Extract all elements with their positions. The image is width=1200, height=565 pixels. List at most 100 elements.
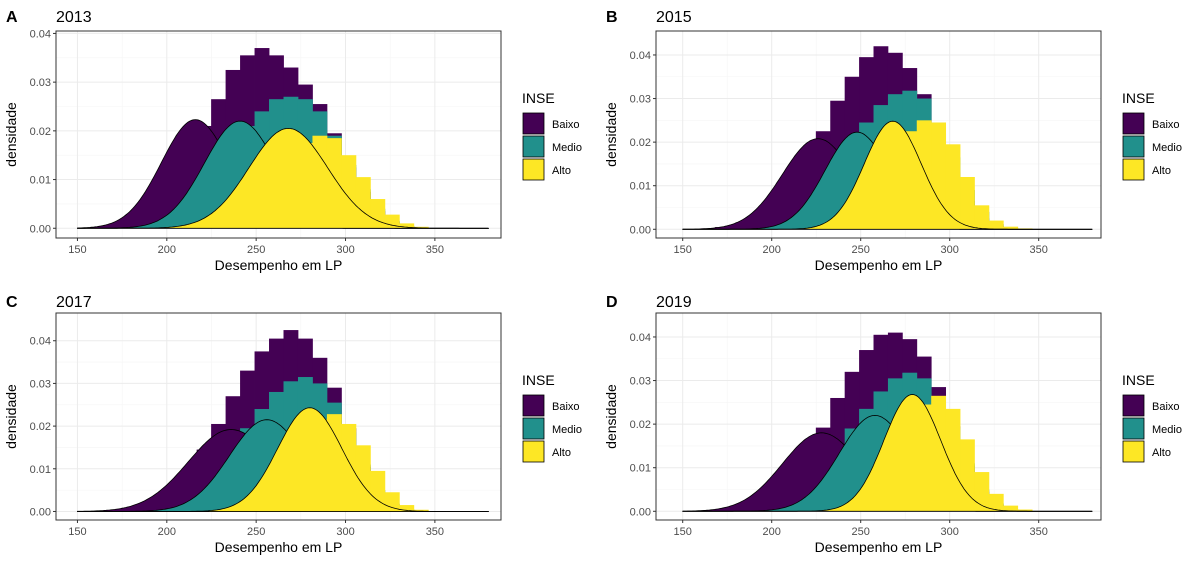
x-axis-title: Desempenho em LP	[215, 257, 343, 273]
density-alto	[682, 120, 1093, 230]
bar-alto	[988, 220, 1004, 230]
panel-c: 150 200 250 300 350 0.00 0.01 0.02 0.03 0.04 Desem…	[3, 294, 582, 555]
y-tick-label: 0.01	[30, 464, 51, 476]
panel-letter: C	[6, 294, 18, 311]
legend-label-medio: Medio	[552, 424, 582, 436]
bar-alto	[988, 493, 1004, 512]
y-tick-label: 0.02	[630, 419, 651, 431]
density-alto	[682, 394, 1093, 512]
y-tick-label: 0.03	[30, 378, 51, 390]
y-tick-label: 0.01	[630, 181, 651, 193]
legend-key-medio	[522, 417, 545, 440]
legend-key-medio	[522, 135, 545, 158]
axis-ticks: 150 200 250 300 350 0.00 0.01 0.02 0.03 0.04	[630, 50, 1048, 256]
y-axis-title: densidade	[3, 384, 19, 449]
bar-alto	[399, 505, 415, 512]
legend-label-baixo: Baixo	[552, 119, 580, 131]
y-tick-label: 0.02	[630, 137, 651, 149]
axis-ticks: 150 200 250 300 350 0.00 0.01 0.02 0.03 0.04	[30, 28, 444, 256]
y-tick-label: 0.02	[30, 126, 51, 138]
legend-label-alto: Alto	[552, 447, 571, 459]
x-tick-label: 250	[852, 526, 870, 538]
legend-key-alto	[1122, 158, 1145, 181]
x-axis-title: Desempenho em LP	[215, 539, 343, 555]
legend-key-baixo	[522, 394, 545, 417]
density-curves	[682, 120, 1093, 230]
panel-title: 2017	[56, 294, 92, 311]
x-tick-label: 300	[941, 526, 959, 538]
panel-letter: D	[606, 294, 618, 311]
x-tick-label: 150	[674, 526, 692, 538]
x-axis-title: Desempenho em LP	[815, 539, 943, 555]
legend-key-medio	[1122, 417, 1145, 440]
legend-label-medio: Medio	[552, 142, 582, 154]
legend-title: INSE	[522, 90, 555, 106]
x-tick-label: 200	[763, 526, 781, 538]
bar-alto	[960, 176, 975, 230]
plot-border	[55, 312, 502, 521]
legend-label-medio: Medio	[1152, 142, 1182, 154]
y-tick-label: 0.04	[630, 50, 651, 62]
x-axis-title: Desempenho em LP	[815, 257, 943, 273]
x-tick-label: 150	[68, 244, 86, 256]
bar-alto	[413, 509, 429, 512]
legend-title: INSE	[522, 372, 555, 388]
density-alto	[77, 128, 489, 229]
legend-key-baixo	[1122, 394, 1145, 417]
legend-key-alto	[522, 158, 545, 181]
x-tick-label: 200	[763, 244, 781, 256]
y-tick-label: 0.00	[30, 223, 51, 235]
y-tick-label: 0.01	[30, 175, 51, 187]
legend-key-alto	[1122, 440, 1145, 463]
legend: INSE Baixo Medio Alto	[522, 90, 582, 181]
legend-key-medio	[1122, 135, 1145, 158]
bar-alto	[974, 472, 990, 512]
legend: INSE Baixo Medio Alto	[1122, 90, 1182, 181]
x-tick-label: 350	[426, 244, 444, 256]
y-axis-title: densidade	[603, 384, 619, 449]
legend-key-baixo	[522, 112, 545, 135]
panel-title: 2015	[656, 9, 692, 26]
bar-alto	[1017, 228, 1033, 230]
bar-alto	[1017, 509, 1033, 512]
panel-letter: B	[606, 9, 618, 26]
legend-label-baixo: Baixo	[552, 401, 580, 413]
legend-title: INSE	[1122, 90, 1155, 106]
panel-title: 2013	[56, 9, 92, 26]
legend: INSE Baixo Medio Alto	[522, 372, 582, 463]
y-axis-title: densidade	[603, 102, 619, 167]
x-tick-label: 200	[158, 244, 176, 256]
panel-letter: A	[6, 9, 18, 26]
axis-ticks: 150 200 250 300 350 0.00 0.01 0.02 0.03 0.04	[30, 336, 444, 538]
legend-label-alto: Alto	[1152, 165, 1171, 177]
legend-label-baixo: Baixo	[1152, 119, 1180, 131]
x-tick-label: 150	[68, 526, 86, 538]
x-tick-label: 250	[247, 526, 265, 538]
bar-alto	[413, 226, 429, 229]
axis-ticks: 150 200 250 300 350 0.00 0.01 0.02 0.03 0.04	[630, 332, 1048, 538]
y-tick-label: 0.00	[630, 224, 651, 236]
x-tick-label: 200	[158, 526, 176, 538]
y-axis-title: densidade	[3, 102, 19, 167]
y-tick-label: 0.00	[630, 506, 651, 518]
legend-key-alto	[522, 440, 545, 463]
density-curves	[77, 119, 489, 229]
y-tick-label: 0.04	[30, 28, 51, 40]
legend-label-medio: Medio	[1152, 424, 1182, 436]
bar-alto	[399, 223, 415, 229]
panel-d: 150 200 250 300 350 0.00 0.01 0.02 0.03 0.04 Desem…	[603, 294, 1182, 555]
bar-alto	[1003, 226, 1019, 230]
plot-border	[55, 30, 502, 239]
y-tick-label: 0.04	[630, 332, 651, 344]
x-tick-label: 300	[941, 244, 959, 256]
x-tick-label: 250	[247, 244, 265, 256]
bar-alto	[945, 144, 961, 230]
y-tick-label: 0.04	[30, 336, 51, 348]
x-tick-label: 350	[1030, 244, 1048, 256]
legend-key-baixo	[1122, 112, 1145, 135]
legend-label-alto: Alto	[1152, 447, 1171, 459]
bar-alto	[974, 205, 990, 230]
x-tick-label: 250	[852, 244, 870, 256]
legend: INSE Baixo Medio Alto	[1122, 372, 1182, 463]
